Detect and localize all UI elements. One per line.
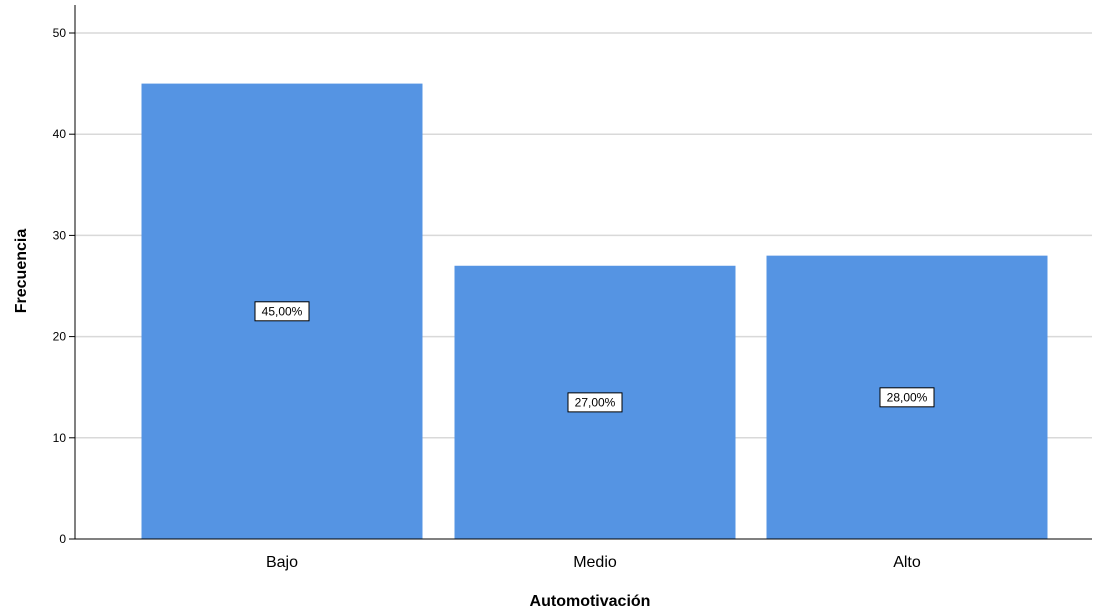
y-tick-label: 20 [53, 330, 67, 344]
y-tick-label: 10 [53, 431, 67, 445]
x-category-label: Bajo [266, 554, 298, 571]
y-tick-label: 30 [53, 228, 67, 242]
data-label-box [567, 392, 623, 413]
x-category-labels: Bajo Medio Alto [266, 554, 921, 571]
data-label: 45,00% [262, 304, 303, 318]
data-label: 27,00% [575, 395, 616, 409]
data-label-box [254, 301, 310, 322]
data-label: 28,00% [887, 390, 928, 404]
x-category-label: Alto [893, 554, 921, 571]
y-tick-label: 0 [59, 532, 66, 546]
data-labels: 45,00% 27,00% 28,00% [254, 301, 935, 413]
axes [74, 5, 1092, 540]
y-axis-title: Frecuencia [13, 229, 30, 314]
y-tick-label: 40 [53, 127, 67, 141]
y-tick-labels: 0 10 20 30 40 50 [53, 26, 67, 546]
y-tick-label: 50 [53, 26, 67, 40]
data-label-box [879, 387, 935, 408]
x-axis-title: Automotivación [530, 593, 651, 610]
x-category-label: Medio [573, 554, 617, 571]
